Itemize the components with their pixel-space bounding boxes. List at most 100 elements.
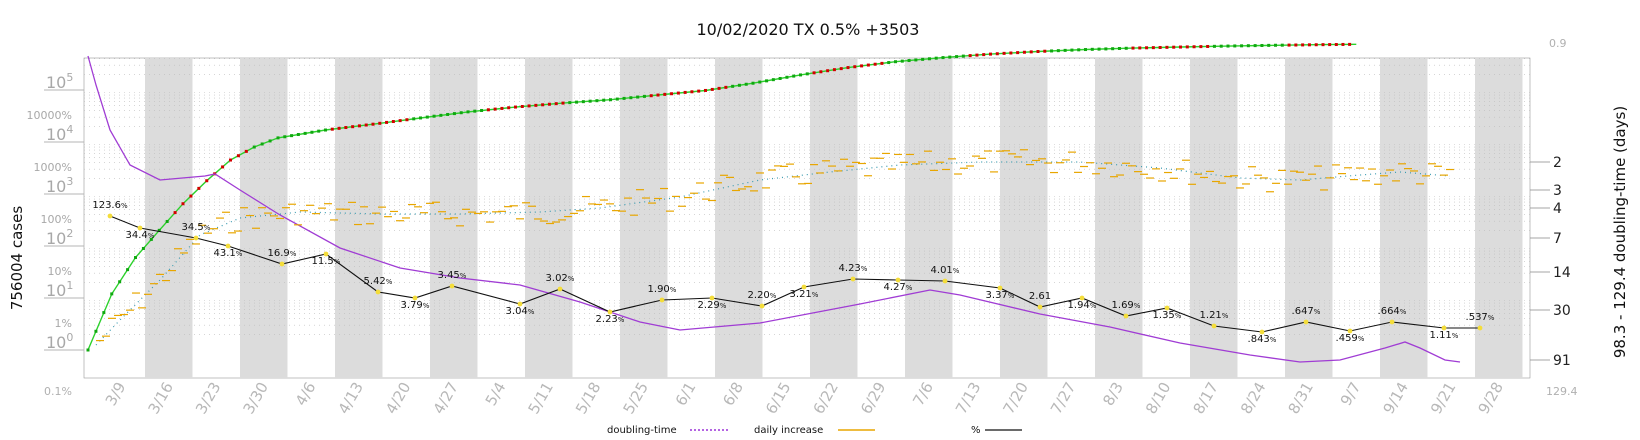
pct-labels: 123.6% 34.4% 34.5% 43.1% 16.9% 11.5% 5.42% 3.79… (92, 200, 1494, 345)
week-band (905, 58, 953, 378)
case-mark (1022, 50, 1026, 54)
case-mark (330, 127, 334, 131)
case-mark (480, 108, 484, 112)
case-mark (514, 105, 517, 109)
case-mark (670, 92, 674, 96)
case-mark (771, 78, 775, 82)
pct-label: 2.29% (698, 300, 727, 311)
x-tick-label: 9/7 (1337, 379, 1365, 409)
case-mark (351, 125, 355, 129)
case-mark (927, 57, 931, 61)
case-mark (1029, 50, 1033, 54)
case-mark (948, 55, 952, 59)
x-tick-label: 9/14 (1380, 379, 1412, 417)
case-mark (656, 93, 660, 97)
week-band (810, 58, 858, 378)
case-mark (765, 79, 769, 83)
pct-label: .647% (1292, 306, 1321, 317)
case-mark (622, 96, 626, 100)
pct-point (375, 289, 381, 295)
case-mark (1321, 43, 1325, 47)
pct-point (759, 303, 765, 309)
week-band (335, 58, 383, 378)
left-pct-label: 1% (55, 317, 72, 330)
pct-label: .537% (1466, 312, 1495, 323)
right-tick-label: 3 (1553, 183, 1562, 199)
pct-label: 16.9% (268, 248, 297, 259)
left-pct-label: 100% (41, 213, 72, 226)
case-mark (1131, 46, 1135, 50)
case-mark (1002, 51, 1006, 55)
case-mark (799, 73, 802, 77)
case-mark (568, 101, 572, 105)
case-mark (894, 60, 897, 64)
pct-point (801, 284, 807, 290)
right-top-label: 0.9 (1549, 37, 1567, 50)
pct-label: 2.23% (596, 314, 625, 325)
case-mark (575, 100, 579, 104)
case-mark (554, 102, 558, 106)
case-mark (197, 186, 201, 190)
case-mark (244, 149, 248, 153)
case-mark (1219, 44, 1223, 48)
case-mark (975, 53, 979, 57)
case-mark (500, 106, 504, 110)
case-mark (982, 53, 986, 57)
pct-label: 1.21% (1200, 310, 1229, 321)
case-mark (1090, 47, 1094, 51)
case-mark (785, 75, 789, 79)
case-mark (1145, 46, 1149, 50)
case-mark (1280, 43, 1284, 47)
case-mark (704, 88, 707, 92)
case-mark (690, 90, 694, 94)
case-mark (1260, 43, 1264, 47)
pct-point (1347, 328, 1353, 334)
case-mark (826, 69, 830, 73)
week-band (145, 58, 193, 378)
case-mark (1294, 43, 1298, 47)
case-mark (86, 348, 90, 352)
case-mark (832, 68, 836, 72)
case-mark (534, 103, 538, 107)
case-mark (1212, 44, 1216, 48)
pct-label: 5.42% (364, 276, 393, 287)
case-mark (459, 111, 463, 115)
case-mark (812, 71, 816, 75)
pct-point (607, 309, 613, 315)
case-mark (744, 82, 748, 86)
case-mark (819, 70, 823, 74)
x-tick-label: 4/13 (335, 379, 367, 417)
x-tick-label: 3/9 (102, 379, 130, 409)
pct-label: 11.5% (312, 256, 341, 267)
pct-point (1123, 313, 1129, 319)
pct-point (1389, 319, 1395, 325)
case-mark (934, 56, 938, 60)
case-mark (493, 107, 497, 111)
pct-point (1037, 304, 1043, 310)
case-mark (1104, 47, 1108, 51)
left-tick-label: 105 (46, 71, 73, 92)
x-tick-label: 3/30 (240, 379, 272, 417)
pct-point (850, 276, 856, 282)
y-axis-label-right: 98.3 - 129.4 doubling-time (days) (1611, 106, 1629, 358)
pct-point (225, 243, 231, 249)
case-mark (126, 268, 130, 272)
pct-point (709, 295, 715, 301)
case-mark (561, 101, 565, 105)
right-tick-label: 91 (1553, 353, 1571, 369)
case-mark (731, 84, 735, 88)
case-mark (663, 92, 667, 96)
case-mark (1267, 43, 1271, 47)
case-mark (615, 97, 619, 101)
x-tick-label: 7/20 (1000, 379, 1032, 417)
case-mark (412, 117, 416, 121)
case-mark (134, 256, 137, 260)
case-mark (880, 61, 884, 65)
case-mark (229, 158, 232, 162)
pct-point (137, 225, 143, 231)
case-mark (1097, 47, 1101, 51)
x-tick-label: 3/23 (192, 379, 224, 417)
case-mark (581, 100, 585, 104)
x-tick-label: 8/3 (1099, 379, 1127, 409)
